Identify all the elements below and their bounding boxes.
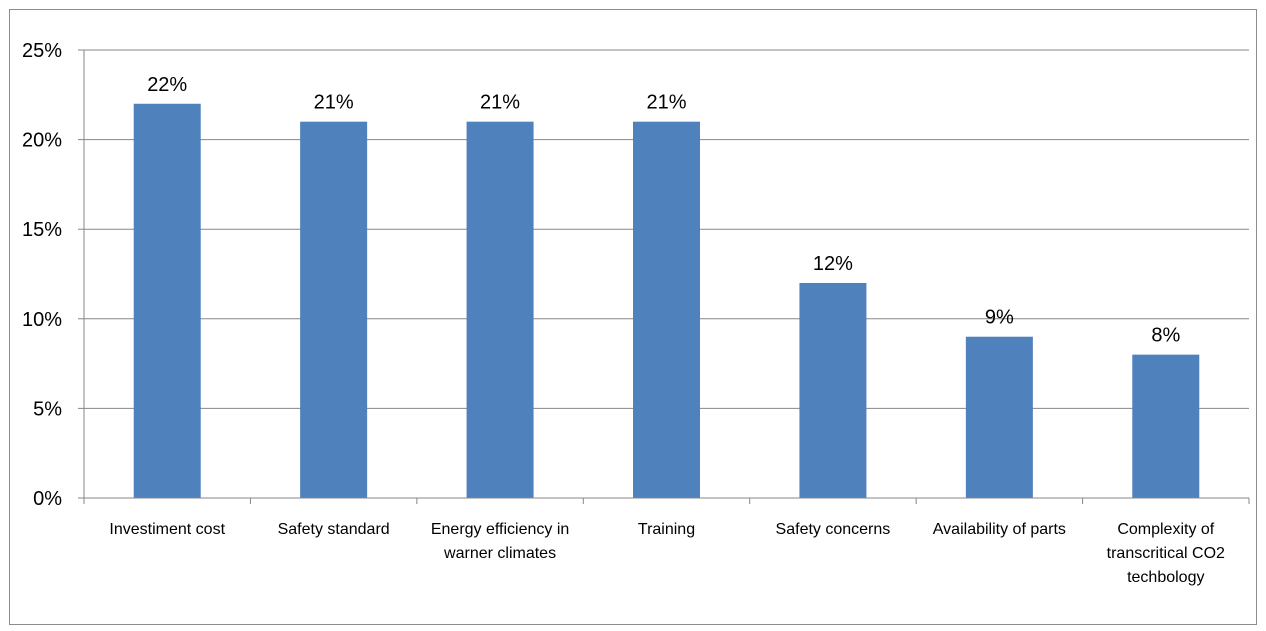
y-tick-label: 5% [33, 398, 62, 420]
bar [633, 121, 700, 499]
x-tick-label: Safety concerns [776, 521, 891, 538]
y-tick-label: 25% [22, 40, 62, 62]
y-tick-label: 15% [22, 219, 62, 241]
x-tick-label: Energy efficiency in warner climates [431, 521, 569, 562]
x-tick-label: Safety standard [278, 521, 390, 538]
bars [133, 103, 1200, 499]
y-tick-label: 10% [22, 309, 62, 331]
y-tick-label: 20% [22, 130, 62, 152]
x-tick-label: Training [638, 521, 695, 538]
y-tick-label: 0% [33, 488, 62, 510]
data-label: 12% [813, 253, 853, 275]
x-tick-label: Investiment cost [109, 521, 225, 538]
data-label: 8% [1151, 325, 1180, 347]
data-label: 21% [314, 92, 354, 114]
bar [300, 121, 368, 499]
bar [1132, 354, 1200, 498]
axes [78, 49, 1250, 504]
bar [466, 121, 534, 499]
bar [133, 103, 201, 498]
data-label: 22% [147, 74, 187, 96]
x-tick-label: Complexity of transcritical CO2 techbology [1107, 521, 1225, 586]
bar [799, 282, 867, 498]
data-label: 21% [646, 92, 686, 114]
x-tick-label: Availability of parts [933, 521, 1066, 538]
data-label: 21% [480, 92, 520, 114]
data-label: 9% [985, 307, 1014, 329]
labels: 0% 5% 10% 15% 20% 25% 22% Investiment cost 21% Sa… [22, 40, 1225, 586]
bar [965, 336, 1033, 498]
